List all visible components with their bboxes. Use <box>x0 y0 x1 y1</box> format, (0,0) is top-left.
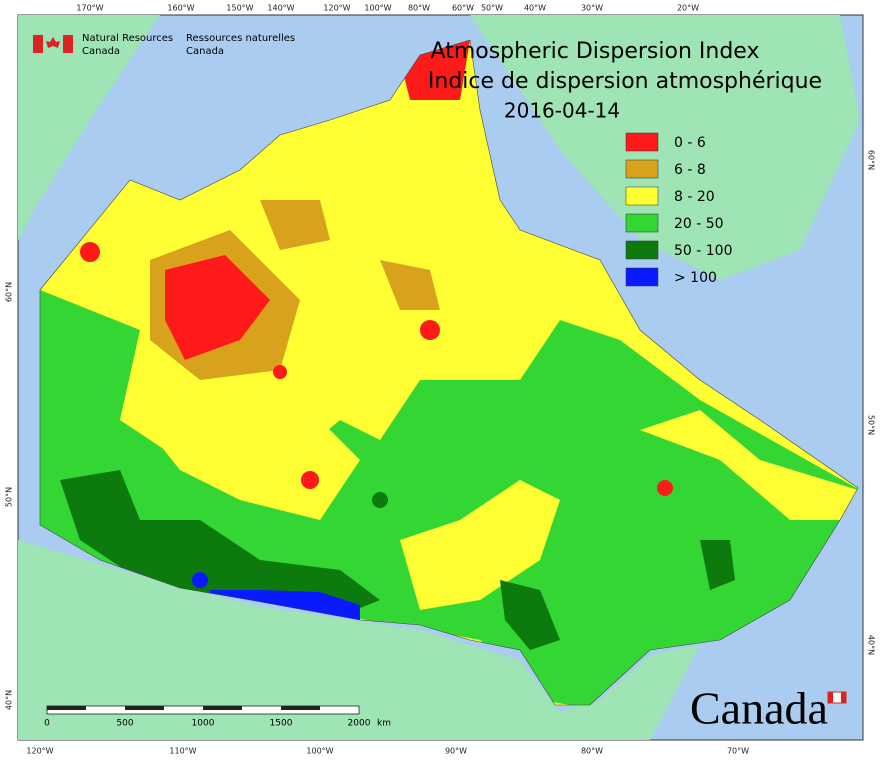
title: Atmospheric Dispersion Index <box>431 39 760 64</box>
legend-label: 8 - 20 <box>674 189 715 205</box>
graticule-label: 140°W <box>267 4 294 13</box>
graticule-label: 50°N <box>867 415 876 435</box>
graticule-label: 100°W <box>364 4 391 13</box>
org-name: Ressources naturelles <box>186 33 295 44</box>
graticule-label: 90°W <box>445 747 467 756</box>
logo: Natural Resources Canada Ressources natu… <box>33 33 295 57</box>
org-name: Canada <box>186 46 224 57</box>
graticule-label: 60°N <box>867 150 876 170</box>
scale-label: 0 <box>44 719 50 729</box>
graticule-label: 50°W <box>481 4 503 13</box>
legend-label: 0 - 6 <box>674 135 706 151</box>
graticule-label: 60°W <box>452 4 474 13</box>
scale-segment <box>125 706 164 710</box>
legend-label: 50 - 100 <box>674 243 733 259</box>
graticule-label: 60°N <box>5 282 14 302</box>
scale-unit: km <box>377 719 391 729</box>
scale-bar: 0 500 1000 1500 2000 km <box>44 705 391 729</box>
graticule: 170°W 160°W 150°W 140°W 120°W 100°W 80°W 60°W 50… <box>5 4 876 756</box>
scale-segment <box>281 706 320 710</box>
other-land <box>18 15 860 740</box>
scale-label: 500 <box>116 719 133 729</box>
graticule-label: 80°W <box>581 747 603 756</box>
org-name: Natural Resources <box>82 33 173 44</box>
graticule-label: 100°W <box>306 747 333 756</box>
graticule-label: 40°W <box>524 4 546 13</box>
legend-label: 6 - 8 <box>674 162 706 178</box>
scale-label: 1500 <box>270 719 293 729</box>
canada-outline <box>39 39 859 706</box>
legend-swatch <box>625 132 659 152</box>
graticule-label: 110°W <box>169 747 196 756</box>
legend-swatch <box>625 240 659 260</box>
legend-swatch <box>625 267 659 287</box>
scale-label: 1000 <box>192 719 215 729</box>
graticule-label: 170°W <box>76 4 103 13</box>
wordmark: Canada <box>690 683 847 734</box>
scale-segment <box>203 706 242 710</box>
legend: 0 - 6 6 - 8 8 - 20 20 - 50 50 - 100 > 100 <box>625 132 733 287</box>
legend-label: 20 - 50 <box>674 216 724 232</box>
graticule-label: 50°N <box>5 487 14 507</box>
graticule-label: 120°W <box>26 747 53 756</box>
graticule-label: 40°N <box>5 690 14 710</box>
graticule-label: 80°W <box>408 4 430 13</box>
graticule-label: 160°W <box>167 4 194 13</box>
graticule-label: 150°W <box>226 4 253 13</box>
title: Indice de dispersion atmosphérique <box>428 69 822 94</box>
legend-label: > 100 <box>674 270 717 286</box>
graticule-label: 30°W <box>581 4 603 13</box>
legend-swatch <box>625 186 659 206</box>
graticule-label: 20°W <box>677 4 699 13</box>
wordmark-text: Canada <box>690 683 828 734</box>
legend-swatch <box>625 159 659 179</box>
legend-swatch <box>625 213 659 233</box>
scale-label: 2000 <box>348 719 371 729</box>
graticule-label: 40°N <box>867 635 876 655</box>
graticule-label: 70°W <box>727 747 749 756</box>
scale-segment <box>47 706 86 710</box>
graticule-label: 120°W <box>323 4 350 13</box>
org-name: Canada <box>82 46 120 57</box>
date: 2016-04-14 <box>504 99 620 123</box>
